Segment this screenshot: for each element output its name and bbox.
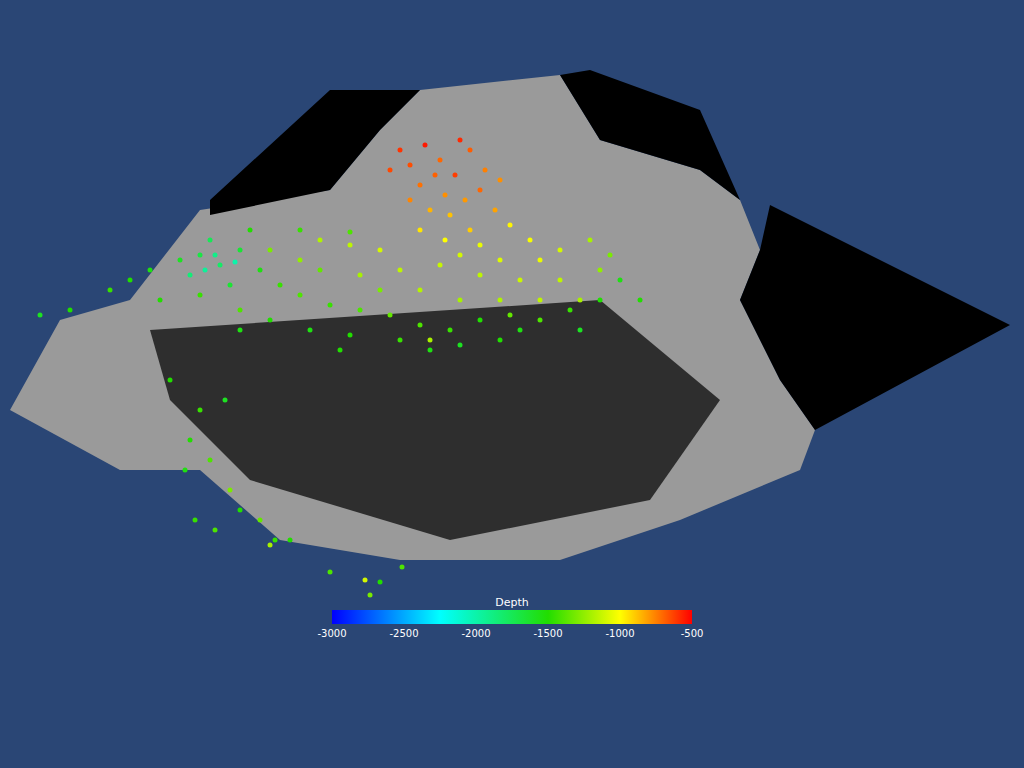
svg-text:-2500: -2500 <box>389 628 418 639</box>
svg-text:-3000: -3000 <box>317 628 346 639</box>
svg-text:-1000: -1000 <box>605 628 634 639</box>
svg-text:-1500: -1500 <box>533 628 562 639</box>
svg-text:Depth: Depth <box>495 596 529 609</box>
svg-text:-2000: -2000 <box>461 628 490 639</box>
svg-text:-500: -500 <box>681 628 704 639</box>
